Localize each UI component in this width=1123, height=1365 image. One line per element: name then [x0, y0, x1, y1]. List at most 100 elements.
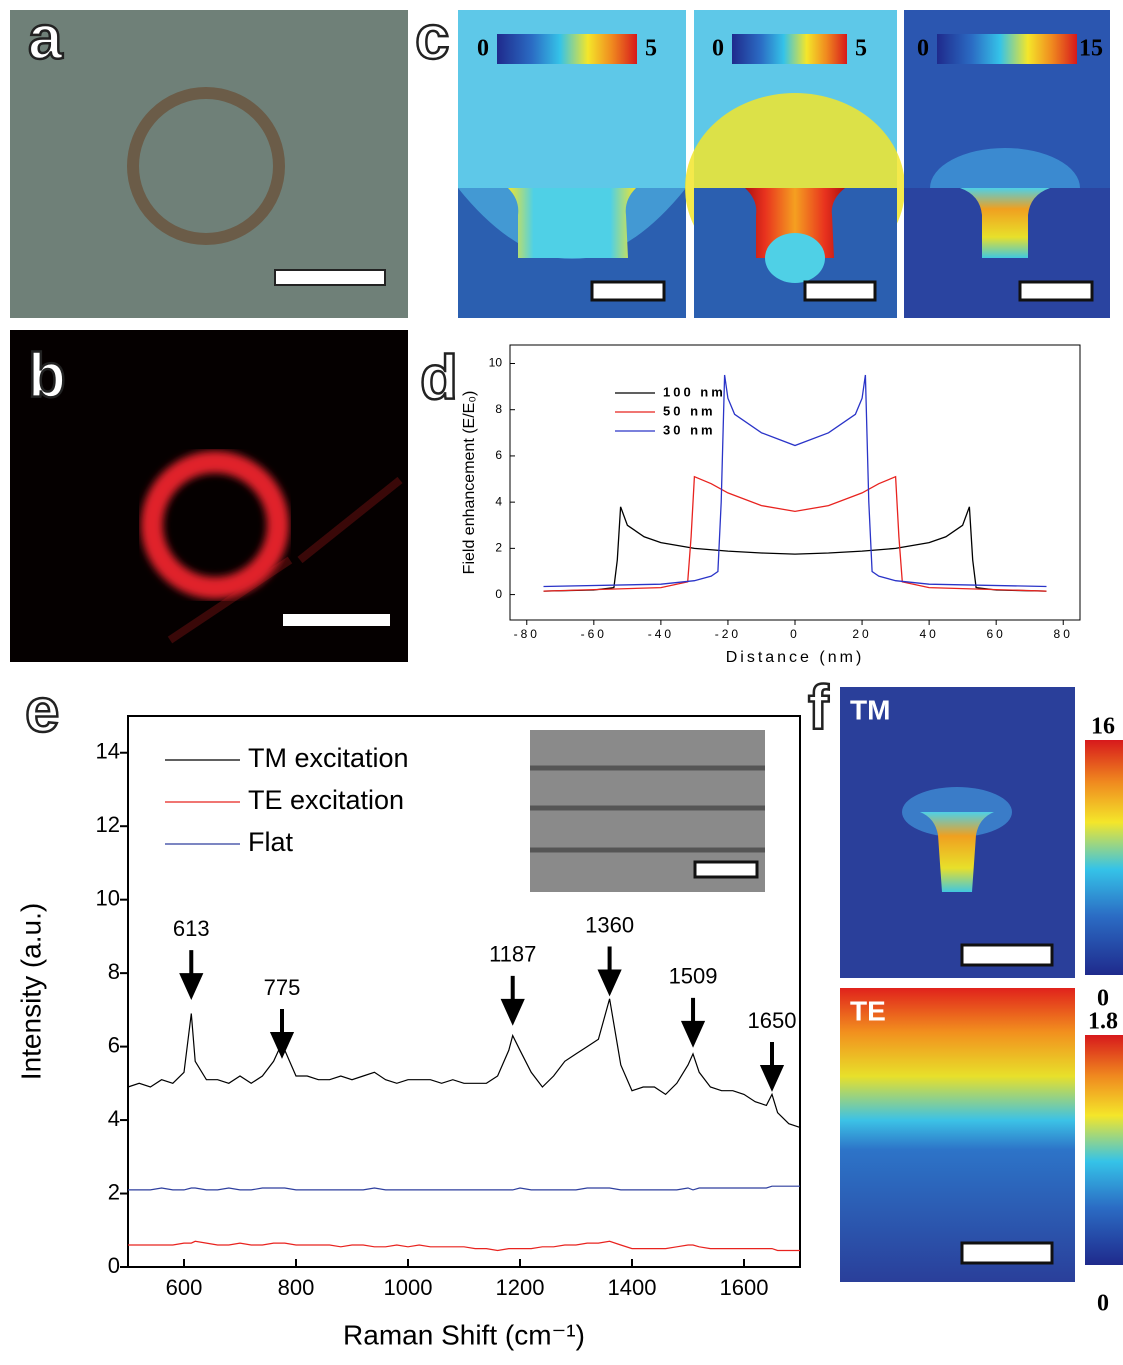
- series-line: [128, 1185, 800, 1191]
- colorbar-min: 0: [1097, 1291, 1109, 1317]
- x-tick-label: 0: [790, 627, 800, 641]
- colorbar-max: 5: [855, 36, 867, 62]
- legend-label: TM excitation: [248, 743, 409, 773]
- y-tick-label: 0: [108, 1253, 120, 1278]
- field-map: [685, 10, 905, 318]
- peak-label: 1360: [585, 912, 634, 937]
- y-tick-label: 4: [108, 1106, 120, 1131]
- x-axis-label: Distance (nm): [726, 649, 865, 666]
- ring: [141, 451, 289, 599]
- y-tick-label: 6: [108, 1032, 120, 1057]
- trench: [920, 812, 994, 892]
- x-tick-label: 600: [166, 1275, 203, 1300]
- peak-label: 1650: [748, 1008, 797, 1033]
- x-tick-label: -40: [648, 627, 674, 641]
- trench: [960, 188, 1050, 258]
- colorbar-min: 0: [712, 36, 724, 62]
- x-tick-label: 1200: [496, 1275, 545, 1300]
- x-tick-label: 1600: [720, 1275, 769, 1300]
- te-field-map: [840, 988, 1075, 1282]
- scale-bar: [590, 280, 666, 302]
- field-map: [458, 10, 686, 318]
- y-tick-label: 2: [108, 1179, 120, 1204]
- panel-label: e: [25, 676, 59, 745]
- colorbar-max: 15: [1079, 36, 1103, 62]
- colorbar-min: 0: [477, 36, 489, 62]
- peak-label: 775: [264, 975, 301, 1000]
- scale-bar: [960, 1241, 1054, 1265]
- legend-label: Flat: [248, 827, 294, 857]
- ring: [127, 87, 285, 245]
- peak-label: 1509: [669, 964, 718, 989]
- colorbar: [937, 34, 1077, 64]
- scale-bar: [274, 269, 386, 286]
- peak-arrow: [597, 946, 622, 997]
- series-line: [543, 506, 1047, 592]
- colorbar-max: 1.8: [1088, 1009, 1118, 1035]
- panel-label: f: [808, 673, 829, 742]
- peak-arrow: [269, 1008, 295, 1059]
- series-line: [127, 998, 801, 1128]
- y-tick-label: 6: [495, 448, 502, 462]
- legend-label: TE excitation: [248, 785, 404, 815]
- scale-bar: [803, 280, 877, 302]
- panel-label: d: [420, 343, 458, 412]
- legend-label: 30 nm: [663, 422, 716, 437]
- y-tick-label: 8: [495, 402, 502, 416]
- x-tick-label: 1400: [608, 1275, 657, 1300]
- x-tick-label: -20: [715, 627, 741, 641]
- y-axis-label: Field enhancement (E/E₀): [461, 391, 478, 575]
- y-tick-label: 8: [108, 959, 120, 984]
- peak-label: 613: [173, 916, 210, 941]
- panel-label: a: [28, 3, 63, 72]
- x-tick-label: 1000: [384, 1275, 433, 1300]
- plot-frame: [509, 344, 1081, 621]
- panel-label: c: [415, 3, 449, 72]
- scale-bar: [960, 943, 1054, 967]
- field-label: TE: [850, 995, 886, 1026]
- scale-bar: [283, 614, 390, 626]
- y-tick-label: 10: [96, 885, 120, 910]
- peak-arrow: [759, 1042, 785, 1092]
- colorbar: [1085, 740, 1123, 975]
- series-line: [543, 374, 1047, 588]
- legend-label: 50 nm: [663, 403, 716, 418]
- trench-core: [765, 233, 825, 283]
- sem-grooves: [530, 765, 765, 853]
- peak-label: 1187: [489, 942, 536, 967]
- peak-arrow: [500, 975, 525, 1026]
- scale-bar: [693, 860, 759, 879]
- plot-frame: [127, 715, 801, 1268]
- x-axis-label: Raman Shift (cm⁻¹): [343, 1319, 585, 1350]
- y-tick-label: 0: [495, 587, 502, 601]
- optical-image: [10, 10, 408, 318]
- colorbar: [497, 34, 637, 64]
- y-tick-label: 12: [96, 812, 120, 837]
- series-line: [128, 1240, 800, 1252]
- y-tick-label: 10: [489, 356, 503, 370]
- scale-bar: [1018, 280, 1094, 302]
- colorbar-max: 5: [645, 36, 657, 62]
- x-tick-label: -80: [514, 627, 540, 641]
- y-tick-label: 14: [96, 739, 120, 764]
- peak-arrow: [680, 997, 706, 1048]
- x-tick-label: 80: [1054, 627, 1073, 641]
- legend-label: 100 nm: [663, 384, 726, 399]
- x-tick-label: 800: [278, 1275, 315, 1300]
- colorbar: [1085, 1035, 1123, 1265]
- y-tick-label: 2: [495, 541, 502, 555]
- trench: [745, 188, 845, 258]
- y-axis-label: Intensity (a.u.): [15, 903, 46, 1080]
- field-label: TM: [850, 694, 890, 725]
- colorbar-min: 0: [917, 36, 929, 62]
- series-line: [543, 475, 1047, 592]
- colorbar-max: 16: [1091, 714, 1115, 740]
- x-tick-label: 60: [986, 627, 1005, 641]
- panel-label: b: [28, 341, 66, 410]
- y-tick-label: 4: [495, 494, 502, 508]
- colorbar: [732, 34, 847, 64]
- fluorescence-image: [10, 330, 408, 662]
- peak-arrow: [179, 950, 204, 1001]
- x-tick-label: -60: [581, 627, 607, 641]
